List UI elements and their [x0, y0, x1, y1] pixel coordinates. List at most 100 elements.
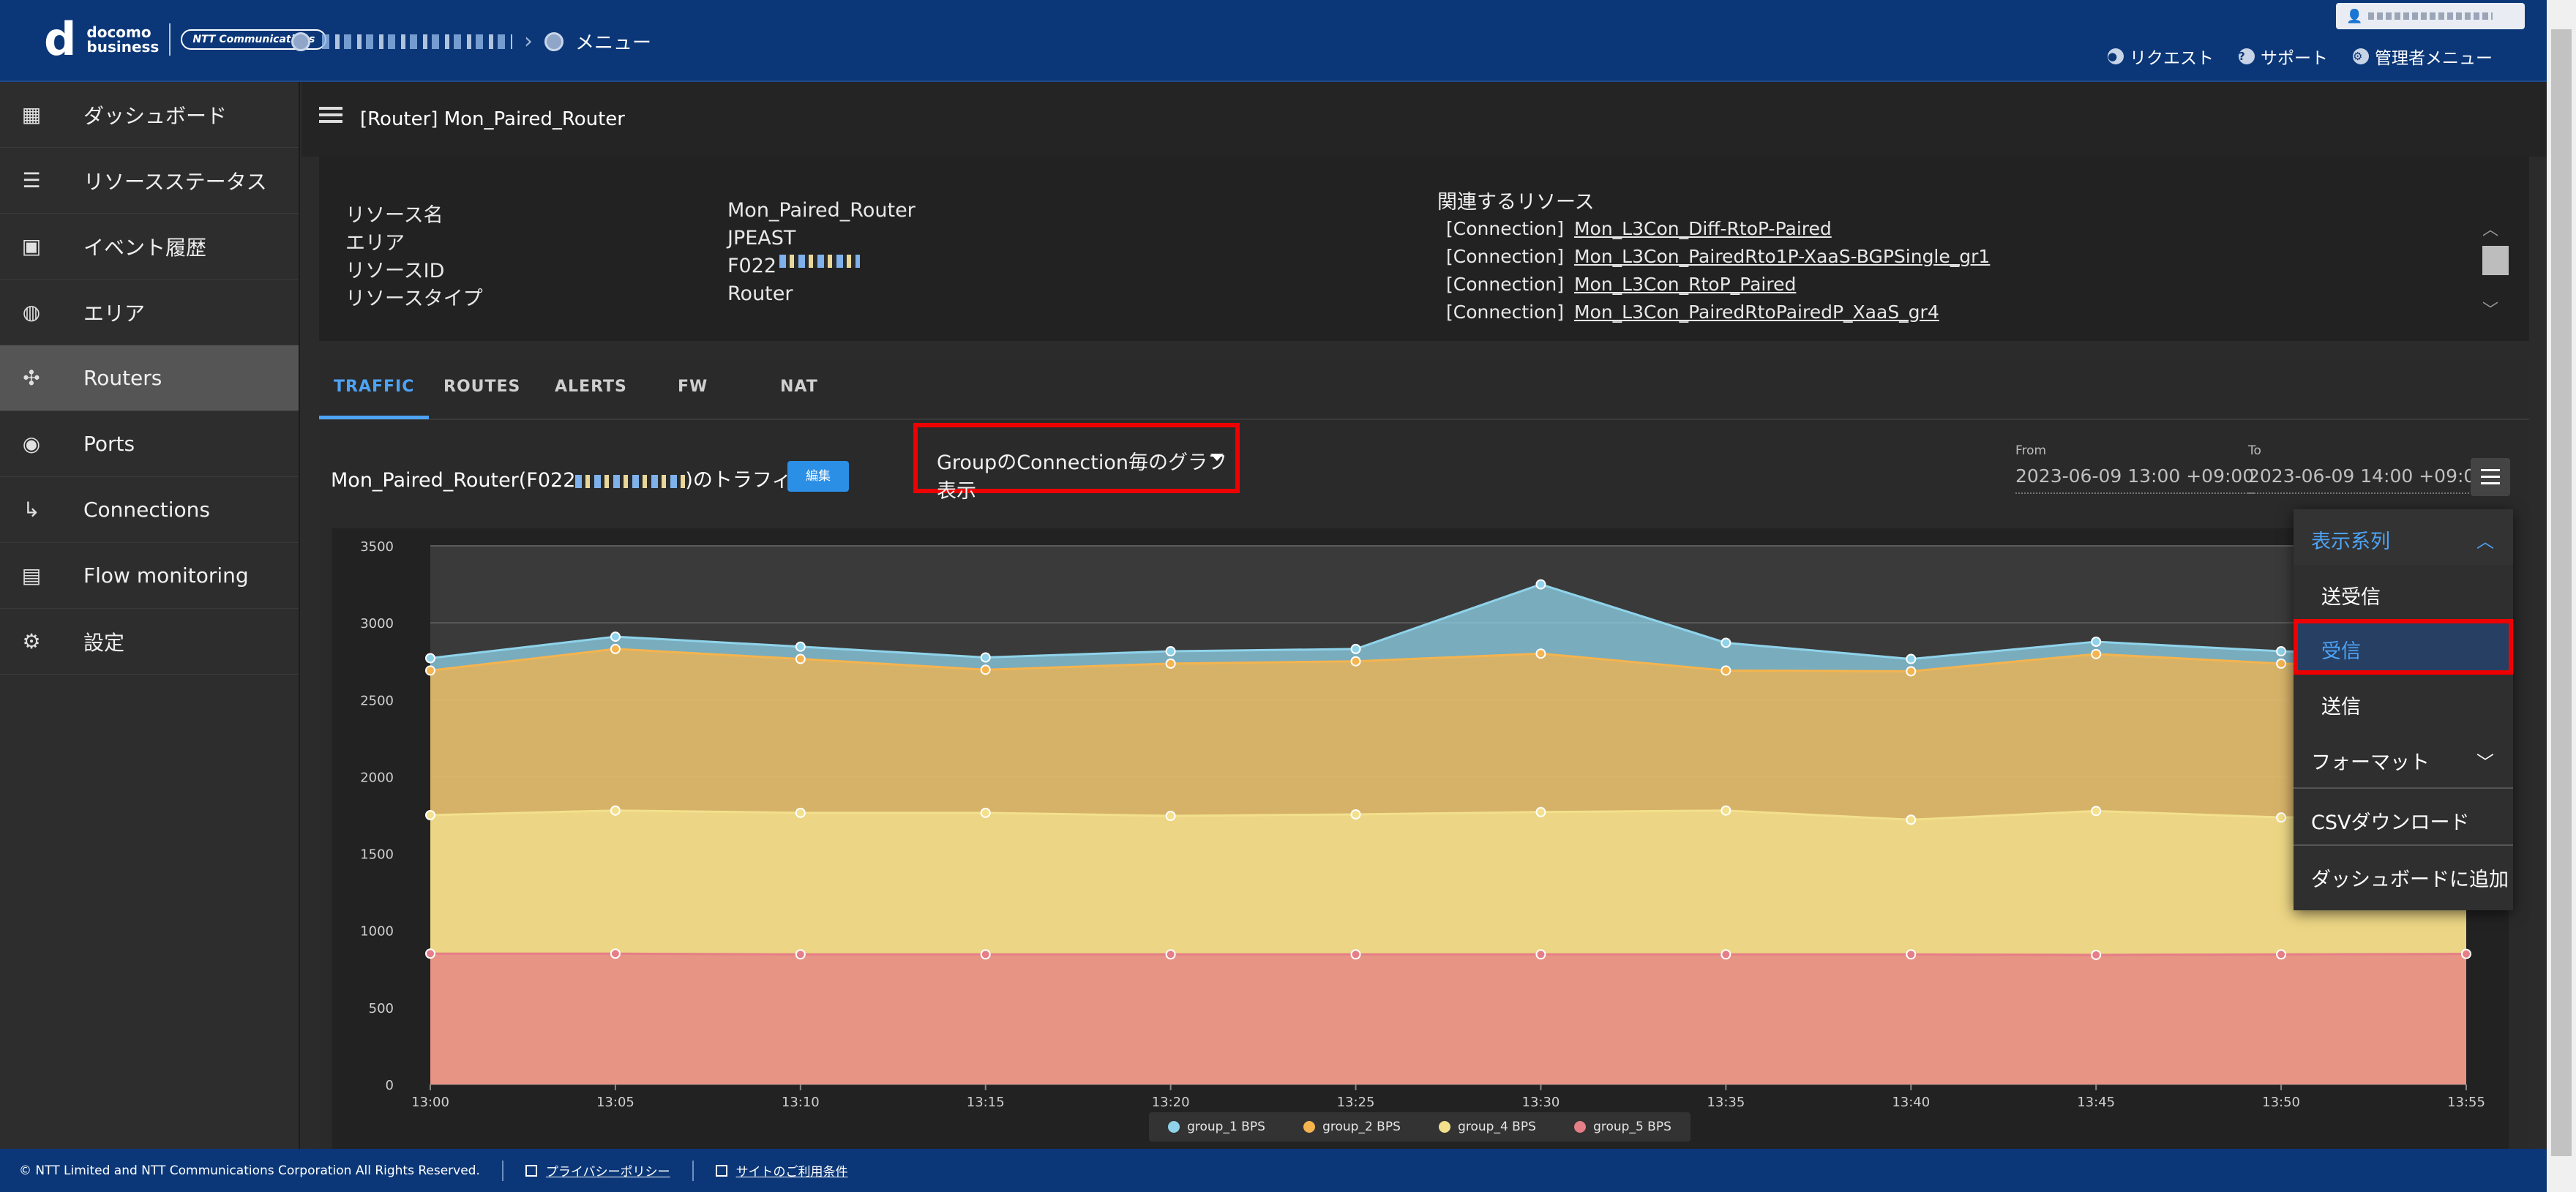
graph-mode-select[interactable]: GroupのConnection毎のグラフ表示	[913, 423, 1240, 503]
tab-fw[interactable]: FW	[678, 378, 708, 396]
sidebar-item-routers[interactable]: ✣ Routers	[0, 345, 299, 411]
tab-routes[interactable]: ROUTES	[443, 378, 521, 396]
sidebar-item-area[interactable]: ◍ エリア	[0, 280, 299, 345]
series-menu-header[interactable]: 表示系列 ︿	[2294, 509, 2513, 565]
copyright-text: © NTT Limited and NTT Communications Cor…	[19, 1163, 480, 1178]
docomo-business-logo[interactable]: d docomo business NTT Communications	[44, 12, 327, 66]
legend-item-group-5[interactable]: group_5 BPS	[1574, 1120, 1671, 1134]
data-point	[1535, 579, 1546, 590]
terms-of-use-link[interactable]: サイトのご利用条件	[715, 1161, 848, 1180]
tab-traffic[interactable]: TRAFFIC	[334, 378, 415, 396]
traffic-title: Mon_Paired_Router(F022)のトラフィック	[331, 469, 831, 492]
data-point	[1906, 814, 1917, 825]
resource-info-card: リソース名 Mon_Paired_Router エリア JPEAST リソースID F…	[319, 157, 2529, 341]
series-option-receive[interactable]: 受信	[2294, 619, 2513, 675]
format-submenu[interactable]: フォーマット ﹀	[2294, 730, 2513, 786]
connection-icon: ↳	[23, 498, 40, 522]
footer: © NTT Limited and NTT Communications Cor…	[0, 1149, 2547, 1192]
add-to-dashboard-item[interactable]: ダッシュボードに追加	[2311, 869, 2509, 891]
series-menu: 表示系列 ︿ 送受信 受信 送信 フォーマット ﹀ CSVダウンロード ダッシュボー…	[2294, 509, 2513, 910]
page-scroll-thumb[interactable]	[2551, 29, 2572, 1156]
hamburger-menu-icon[interactable]	[319, 107, 342, 123]
sidebar-item-flow-monitoring[interactable]: ▤ Flow monitoring	[0, 543, 299, 609]
to-date-field[interactable]: To 2023-06-09 14:00 +09:00	[2248, 443, 2487, 494]
user-account-button[interactable]: 👤	[2336, 3, 2525, 29]
legend-item-group-4[interactable]: group_4 BPS	[1439, 1120, 1536, 1134]
series-option-send-receive[interactable]: 送受信	[2321, 586, 2381, 609]
grid-icon: ▦	[21, 102, 42, 127]
sidebar-item-connections[interactable]: ↳ Connections	[0, 477, 299, 543]
related-resources-title: 関連するリソース	[1437, 191, 1595, 214]
y-tick-label: 0	[386, 1078, 394, 1093]
series-line	[430, 952, 2467, 956]
data-point	[425, 653, 435, 664]
x-tick-label: 13:00	[411, 1095, 449, 1110]
y-tick-label: 1500	[360, 847, 394, 863]
sidebar-item-dashboard[interactable]: ▦ ダッシュボード	[0, 82, 299, 148]
toggle-icon: ◉	[22, 432, 41, 456]
data-point	[1165, 658, 1176, 669]
x-tick-label: 13:45	[2077, 1095, 2115, 1110]
data-point	[1165, 811, 1176, 822]
sidebar-item-resource-status[interactable]: ☰ リソースステータス	[0, 148, 299, 214]
sidebar-item-event-history[interactable]: ▣ イベント履歴	[0, 214, 299, 280]
data-point	[1535, 949, 1546, 960]
scroll-thumb[interactable]	[2482, 246, 2509, 275]
legend-item-group-2[interactable]: group_2 BPS	[1303, 1120, 1401, 1134]
info-row-area: エリア JPEAST	[345, 227, 796, 255]
related-list-scrollbar[interactable]: ︿ ﹀	[2474, 217, 2510, 326]
scroll-down-icon[interactable]: ﹀	[2482, 301, 2499, 320]
data-point	[1721, 665, 1731, 676]
edit-button[interactable]: 編集	[787, 461, 849, 492]
data-point	[980, 652, 991, 663]
breadcrumb: › メニュー	[291, 28, 651, 55]
data-point	[2091, 637, 2102, 648]
data-point	[610, 948, 621, 959]
legend-item-group-1[interactable]: group_1 BPS	[1168, 1120, 1265, 1134]
list-item: [Connection] Mon_L3Con_RtoP_Paired	[1446, 274, 1797, 295]
data-point	[795, 641, 806, 652]
x-tick-label: 13:30	[1522, 1095, 1560, 1110]
page-scrollbar[interactable]	[2547, 0, 2576, 1192]
help-icon: ?	[2239, 48, 2255, 64]
gear-icon: ⚙	[2353, 48, 2369, 64]
csv-download-item[interactable]: CSVダウンロード	[2311, 811, 2470, 834]
chart-legend: group_1 BPS group_2 BPS group_4 BPS grou…	[1149, 1112, 1690, 1142]
calendar-check-icon: ▣	[21, 234, 42, 258]
related-connection-link[interactable]: Mon_L3Con_PairedRto1P-XaaS-BGPSingle_gr1	[1573, 246, 1991, 267]
header-links: ● リクエスト ? サポート ⚙ 管理者メニュー	[2108, 44, 2493, 69]
series-line	[430, 809, 2467, 821]
list-item: [Connection] Mon_L3Con_Diff-RtoP-Paired	[1446, 218, 1832, 239]
from-date-field[interactable]: From 2023-06-09 13:00 +09:00	[2015, 443, 2255, 494]
series-area	[430, 953, 2466, 1084]
tab-alerts[interactable]: ALERTS	[555, 378, 627, 396]
admin-menu-link[interactable]: ⚙ 管理者メニュー	[2353, 48, 2493, 68]
data-point	[610, 643, 621, 654]
series-option-send[interactable]: 送信	[2321, 696, 2361, 719]
y-tick-label: 500	[369, 1001, 394, 1016]
related-connection-link[interactable]: Mon_L3Con_RtoP_Paired	[1573, 274, 1797, 295]
request-link[interactable]: ● リクエスト	[2108, 48, 2214, 68]
privacy-policy-link[interactable]: プライバシーポリシー	[525, 1161, 670, 1180]
user-icon: 👤	[2346, 9, 2363, 24]
sidebar-item-settings[interactable]: ⚙ 設定	[0, 609, 299, 675]
logo-wordmark: docomo business	[86, 23, 160, 56]
breadcrumb-masked-segment[interactable]	[322, 34, 512, 49]
logo-d-mark: d	[44, 12, 77, 66]
logo-divider	[169, 23, 171, 56]
breadcrumb-home-icon[interactable]	[291, 31, 310, 51]
support-link[interactable]: ? サポート	[2239, 48, 2328, 68]
tab-nat[interactable]: NAT	[780, 378, 818, 396]
related-connection-link[interactable]: Mon_L3Con_Diff-RtoP-Paired	[1573, 218, 1832, 239]
resource-id-masked	[575, 474, 686, 488]
chart-menu-button[interactable]	[2471, 458, 2510, 496]
x-tick-label: 13:35	[1707, 1095, 1745, 1110]
scroll-up-icon[interactable]: ︿	[2482, 221, 2499, 239]
related-connection-link[interactable]: Mon_L3Con_PairedRtoPairedP_XaaS_gr4	[1573, 301, 1939, 323]
breadcrumb-menu[interactable]: メニュー	[575, 32, 652, 54]
sidebar-item-ports[interactable]: ◉ Ports	[0, 411, 299, 477]
external-link-icon	[715, 1164, 727, 1177]
x-tick-label: 13:10	[782, 1095, 820, 1110]
x-tick-label: 13:20	[1152, 1095, 1190, 1110]
